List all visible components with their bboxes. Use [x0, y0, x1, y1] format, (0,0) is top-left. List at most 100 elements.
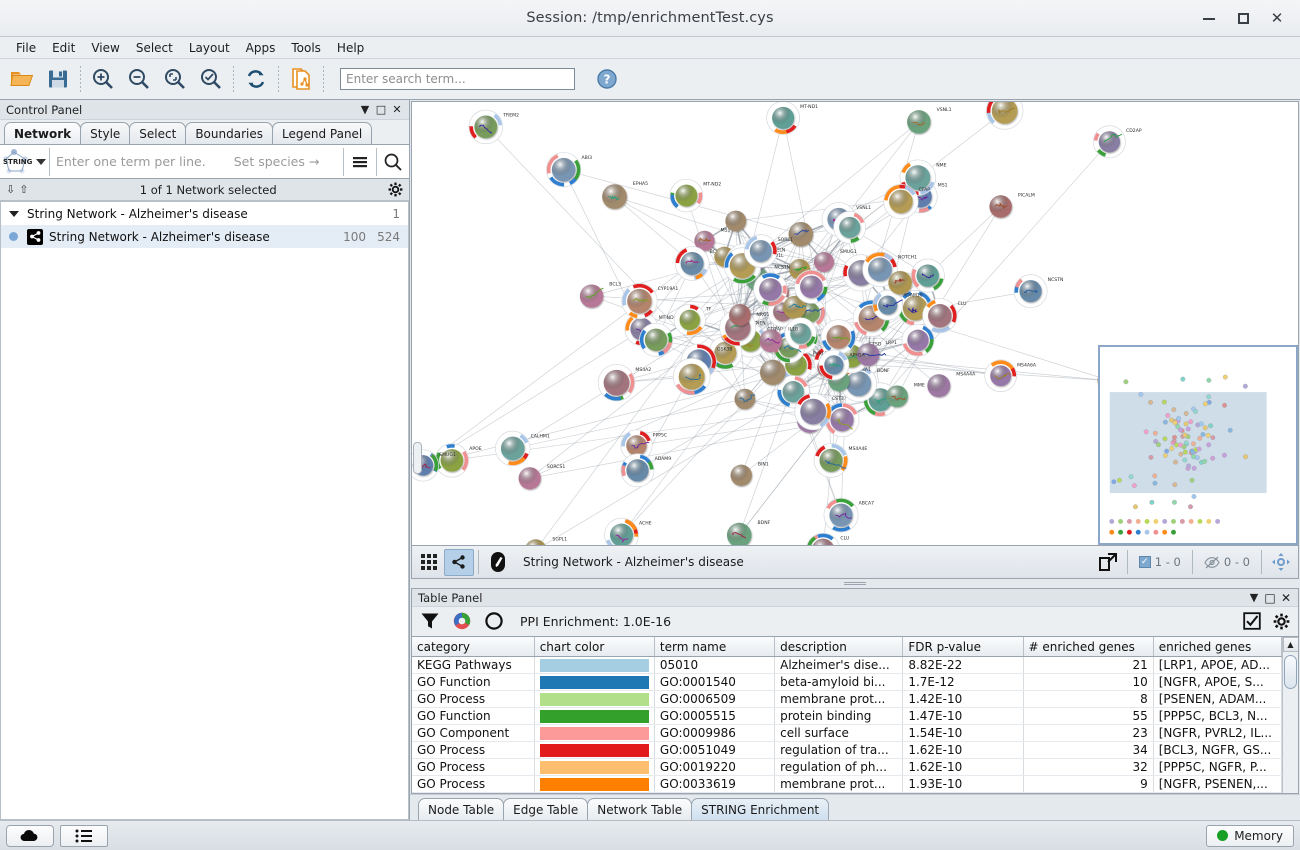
collapse-expand-controls[interactable]: ⇩ ⇧ [6, 183, 28, 196]
network-node[interactable]: VSNL1 [907, 107, 952, 134]
network-node[interactable] [833, 211, 867, 244]
network-node[interactable]: SORCS1 [518, 464, 566, 490]
menu-view[interactable]: View [91, 40, 120, 55]
network-node[interactable]: CLU [806, 532, 849, 545]
network-node[interactable]: APH1A [818, 349, 866, 381]
refresh-button[interactable] [238, 61, 274, 97]
network-node[interactable] [639, 322, 674, 357]
network-node[interactable] [760, 359, 786, 386]
zoom-out-button[interactable] [121, 61, 157, 97]
tab-edge-table[interactable]: Edge Table [503, 798, 589, 820]
search-input[interactable]: Enter search term... [340, 68, 575, 90]
network-node[interactable]: PPP5C [620, 429, 667, 462]
network-node[interactable]: MS4A4E [813, 443, 867, 478]
network-node[interactable]: TREM2 [468, 109, 519, 145]
network-node[interactable]: ADAM10 [872, 289, 923, 321]
network-node[interactable]: CD2AP [1092, 125, 1142, 159]
table-row[interactable]: GO Process GO:0051049 regulation of tra...… [412, 741, 1283, 760]
string-dropdown-icon[interactable] [36, 158, 46, 165]
menu-apps[interactable]: Apps [245, 40, 276, 55]
expand-triangle-icon[interactable] [9, 210, 19, 217]
help-button[interactable]: ? [589, 61, 625, 97]
network-view-button[interactable] [444, 548, 474, 576]
col-term-name[interactable]: term name [654, 636, 776, 658]
network-node[interactable] [788, 222, 814, 247]
network-node[interactable]: BDNF [840, 365, 891, 402]
menu-edit[interactable]: Edit [52, 40, 76, 55]
table-row[interactable]: KEGG Pathways 05010 Alzheimer's dise... 8.8… [412, 656, 1283, 675]
float-panel-icon[interactable]: □ [375, 103, 387, 116]
table-row[interactable]: GO Process GO:0033619 membrane prot... 1.93… [412, 775, 1283, 793]
chevron-down-icon[interactable]: ▼ [360, 103, 370, 116]
set-species-link[interactable]: Set species → [233, 154, 320, 169]
string-term-input[interactable]: Enter one term per line. Set species → [50, 146, 343, 178]
network-node[interactable] [820, 319, 857, 355]
network-node[interactable]: IL1B [759, 326, 799, 353]
open-folder-button[interactable] [4, 61, 40, 97]
gear-icon[interactable] [388, 182, 403, 197]
expand-all-icon[interactable]: ⇧ [19, 183, 29, 196]
tab-network-table[interactable]: Network Table [587, 798, 693, 820]
table-float-icon[interactable]: □ [1264, 590, 1276, 605]
maximize-button[interactable] [1226, 4, 1260, 34]
network-node[interactable]: CFAP [883, 183, 931, 220]
col-enriched-count[interactable]: # enriched genes [1023, 636, 1154, 658]
tree-child-row[interactable]: String Network - Alzheimer's disease 100… [1, 225, 408, 248]
table-row[interactable]: GO Process GO:0006509 membrane prot... 1.42… [412, 690, 1283, 709]
network-node[interactable] [734, 388, 756, 410]
network-node[interactable] [794, 269, 829, 304]
table-gear-icon[interactable] [1273, 613, 1290, 630]
circle-icon[interactable] [484, 611, 504, 631]
tab-select[interactable]: Select [129, 122, 187, 144]
col-enriched-genes[interactable]: enriched genes [1153, 636, 1283, 658]
network-node[interactable]: EPHA5 [602, 181, 648, 209]
network-node[interactable]: SMUG1 [813, 249, 857, 272]
tab-string-enrichment[interactable]: STRING Enrichment [691, 798, 830, 820]
network-node[interactable]: ABI3 [546, 152, 592, 188]
export-network-button[interactable] [283, 61, 319, 97]
network-node[interactable]: BIN1 [730, 462, 769, 486]
save-button[interactable] [40, 61, 76, 97]
network-node[interactable]: PICALM [989, 192, 1035, 218]
table-row[interactable]: GO Function GO:0005515 protein binding 1.47… [412, 707, 1283, 726]
col-chart-color[interactable]: chart color [534, 636, 655, 658]
network-node[interactable]: APOE [434, 443, 482, 478]
menu-help[interactable]: Help [336, 40, 365, 55]
scroll-up-arrow[interactable]: ▲ [1282, 636, 1298, 652]
network-node[interactable]: MME [886, 382, 925, 408]
network-node[interactable]: LRP1 [856, 340, 897, 366]
minimize-button[interactable] [1192, 4, 1226, 34]
tab-legend-panel[interactable]: Legend Panel [272, 122, 373, 144]
network-node[interactable] [729, 304, 751, 326]
memory-status-button[interactable]: Memory [1206, 824, 1294, 847]
network-node[interactable]: BCL3 [579, 281, 621, 308]
tab-boundaries[interactable]: Boundaries [185, 122, 273, 144]
close-button[interactable]: ✕ [1260, 4, 1294, 34]
network-node[interactable] [888, 270, 912, 295]
network-node[interactable]: CYP19A1 [621, 283, 679, 320]
network-node[interactable]: NOTCH1 [862, 251, 918, 288]
string-options-button[interactable] [344, 146, 376, 178]
network-node[interactable] [901, 323, 935, 357]
network-node[interactable]: ADAM9 [620, 453, 671, 488]
donut-chart-icon[interactable] [452, 611, 472, 631]
table-chevron-down-icon[interactable]: ▼ [1249, 591, 1259, 605]
table-close-icon[interactable]: ✕ [1280, 590, 1292, 605]
network-canvas[interactable]: MT-ND2 VSNL1 MS1 CD2AP MS4A4A ABCA7 CLU BCL3 NCS… [411, 101, 1299, 546]
tree-root-row[interactable]: String Network - Alzheimer's disease 1 [1, 202, 408, 225]
share-view-button[interactable] [1093, 549, 1123, 576]
table-row[interactable]: GO Process GO:0019220 regulation of ph... 1… [412, 758, 1283, 777]
menu-tools[interactable]: Tools [291, 40, 321, 55]
network-node[interactable]: BDNF [726, 520, 771, 545]
network-node[interactable]: SORL1 [743, 234, 793, 268]
network-node[interactable]: NCSTN [1013, 274, 1063, 309]
network-node[interactable]: MS4A4A [927, 371, 976, 398]
network-node[interactable] [784, 317, 817, 350]
network-overview[interactable] [1098, 345, 1298, 545]
network-node[interactable]: MS1 [694, 228, 730, 251]
network-node[interactable]: ABCA7 [823, 497, 874, 533]
string-logo-icon[interactable]: STRING [0, 147, 36, 177]
table-row[interactable]: GO Component GO:0009986 cell surface 1.54E-… [412, 724, 1283, 743]
table-vertical-scrollbar[interactable]: ▲ [1282, 636, 1298, 793]
filter-icon[interactable] [420, 611, 440, 631]
